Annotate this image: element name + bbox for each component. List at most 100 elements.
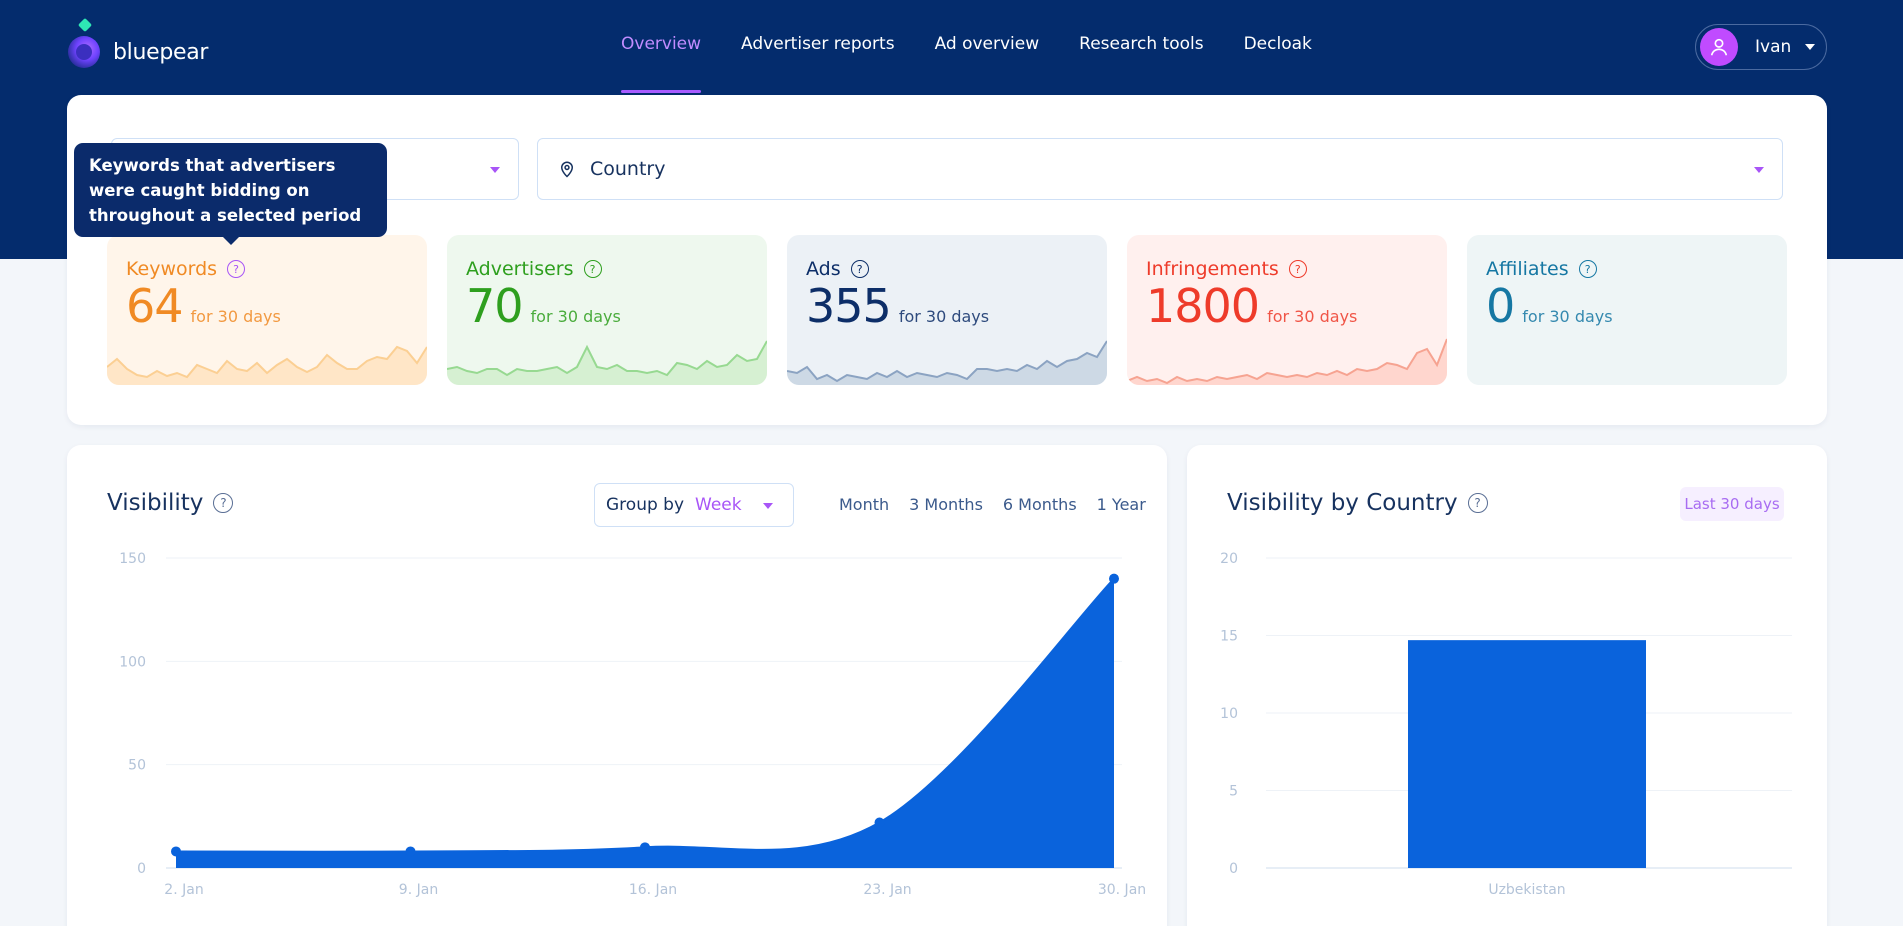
help-icon[interactable]: ?	[213, 493, 234, 513]
keywords-tooltip: Keywords that advertisers were caught bi…	[74, 143, 387, 245]
stat-card-ads[interactable]: Ads ? 355 for 30 days	[787, 235, 1107, 385]
infringements-sparkline	[1127, 338, 1447, 385]
user-icon	[1710, 38, 1728, 56]
x-tick-label: 9. Jan	[399, 882, 438, 898]
help-icon[interactable]: ?	[227, 260, 246, 278]
app-header: bluepear Overview Advertiser reports Ad …	[0, 0, 1903, 94]
brand-name: bluepear	[113, 39, 209, 65]
bar	[1408, 640, 1646, 868]
help-icon[interactable]: ?	[850, 260, 869, 278]
sparkline-area	[107, 347, 427, 385]
keywords-sparkline	[107, 345, 427, 385]
period-button[interactable]: Last 30 days	[1680, 487, 1784, 521]
stat-header: Keywords ?	[126, 258, 246, 280]
country-select-placeholder: Country	[590, 158, 666, 180]
range-tab-6-months[interactable]: 6 Months	[1002, 495, 1077, 514]
chevron-down-icon	[1805, 44, 1816, 50]
visibility-area	[176, 578, 1114, 868]
data-point	[405, 846, 416, 857]
stat-value-row: 64 for 30 days	[126, 279, 281, 334]
country-chart-svg: 0 5 10 15 20 Uzbekistan	[1220, 551, 1792, 898]
stat-value-row: 70 for 30 days	[466, 279, 621, 334]
visibility-chart-svg: 0 50 100 150 2. Jan 9. Jan 16. Jan 23. Jan 30. J…	[119, 551, 1146, 898]
y-tick-label: 0	[1229, 861, 1238, 877]
range-tab-1-year[interactable]: 1 Year	[1096, 495, 1146, 514]
group-by-label: Group by	[606, 495, 685, 515]
y-tick-label: 0	[137, 861, 146, 877]
country-select[interactable]: Country	[537, 138, 1783, 200]
main-nav: Overview Advertiser reports Ad overview …	[621, 34, 1312, 93]
chevron-down-icon	[1754, 167, 1764, 173]
sparkline-line	[447, 340, 767, 377]
group-by-select[interactable]: Group by Week	[594, 483, 794, 527]
stat-label: Ads	[806, 258, 841, 280]
group-by-value: Week	[695, 495, 742, 515]
visibility-title-row: Visibility ?	[107, 490, 234, 516]
stat-header: Ads ?	[806, 258, 869, 280]
data-point	[171, 846, 181, 857]
user-name: Ivan	[1755, 37, 1792, 57]
sparkline-line	[787, 340, 1107, 383]
data-point	[1109, 573, 1119, 584]
visibility-line	[175, 577, 1115, 853]
stat-period: for 30 days	[190, 307, 281, 326]
stat-card-advertisers[interactable]: Advertisers ? 70 for 30 days	[447, 235, 767, 385]
advertisers-sparkline	[447, 340, 767, 385]
stat-label: Keywords	[126, 258, 218, 280]
sparkline-line	[107, 345, 427, 379]
brand-logo[interactable]: bluepear	[66, 17, 209, 70]
x-tick-label: Uzbekistan	[1488, 882, 1565, 898]
y-tick-label: 20	[1220, 551, 1238, 567]
sparkline-area	[447, 341, 767, 385]
stat-period: for 30 days	[1267, 307, 1358, 326]
x-tick-label: 30. Jan	[1098, 882, 1146, 898]
nav-ad-overview[interactable]: Ad overview	[934, 34, 1040, 54]
chevron-down-icon	[490, 167, 500, 173]
stat-period: for 30 days	[1522, 307, 1613, 326]
help-icon[interactable]: ?	[1578, 260, 1597, 278]
country-chart: 0 5 10 15 20 Uzbekistan	[1187, 445, 1827, 926]
sparkline-line	[1127, 338, 1447, 385]
stat-value-row: 355 for 30 days	[806, 279, 989, 334]
user-menu[interactable]: Ivan	[1695, 24, 1827, 70]
stat-header: Infringements ?	[1146, 258, 1307, 280]
y-tick-label: 150	[119, 551, 146, 567]
nav-decloak[interactable]: Decloak	[1243, 34, 1312, 54]
stat-label: Affiliates	[1486, 258, 1569, 280]
y-tick-label: 10	[1220, 706, 1238, 722]
stat-period: for 30 days	[898, 307, 990, 326]
stat-header: Affiliates ?	[1486, 258, 1597, 280]
y-tick-label: 50	[128, 758, 146, 774]
help-icon[interactable]: ?	[583, 260, 602, 278]
stat-card-affiliates[interactable]: Affiliates ? 0 for 30 days	[1467, 235, 1787, 385]
sparkline-area	[787, 341, 1107, 385]
visibility-chart: 0 50 100 150 2. Jan 9. Jan 16. Jan 23. Jan 30. J…	[67, 445, 1167, 926]
help-icon[interactable]: ?	[1467, 493, 1488, 513]
stat-value: 64	[126, 279, 184, 333]
stat-label: Advertisers	[466, 258, 574, 280]
country-title: Visibility by Country	[1227, 490, 1458, 516]
stat-value: 355	[806, 279, 892, 333]
visibility-card: Visibility ? Group by Week Month 3 Month…	[67, 445, 1167, 926]
nav-advertiser-reports[interactable]: Advertiser reports	[741, 34, 895, 54]
country-card: Visibility by Country ? Last 30 days 0 5 1…	[1187, 445, 1827, 926]
stat-card-keywords[interactable]: Keywords ? 64 for 30 days	[107, 235, 427, 385]
range-tab-month[interactable]: Month	[839, 495, 890, 514]
stat-value-row: 1800 for 30 days	[1146, 279, 1357, 334]
nav-research-tools[interactable]: Research tools	[1079, 34, 1204, 54]
range-tab-3-months[interactable]: 3 Months	[909, 495, 983, 514]
y-tick-label: 100	[119, 654, 146, 670]
range-tabs: Month 3 Months 6 Months 1 Year	[839, 495, 1146, 514]
stat-value-row: 0 for 30 days	[1486, 279, 1613, 334]
stat-value: 0	[1486, 279, 1515, 333]
country-title-row: Visibility by Country ?	[1227, 490, 1488, 516]
nav-overview[interactable]: Overview	[621, 34, 702, 93]
x-tick-label: 23. Jan	[863, 882, 911, 898]
stat-card-infringements[interactable]: Infringements ? 1800 for 30 days	[1127, 235, 1447, 385]
x-tick-label: 16. Jan	[629, 882, 677, 898]
stat-header: Advertisers ?	[466, 258, 602, 280]
logo-icon	[66, 17, 102, 70]
help-icon[interactable]: ?	[1288, 260, 1307, 278]
stat-period: for 30 days	[530, 307, 621, 326]
y-tick-label: 5	[1229, 784, 1238, 800]
